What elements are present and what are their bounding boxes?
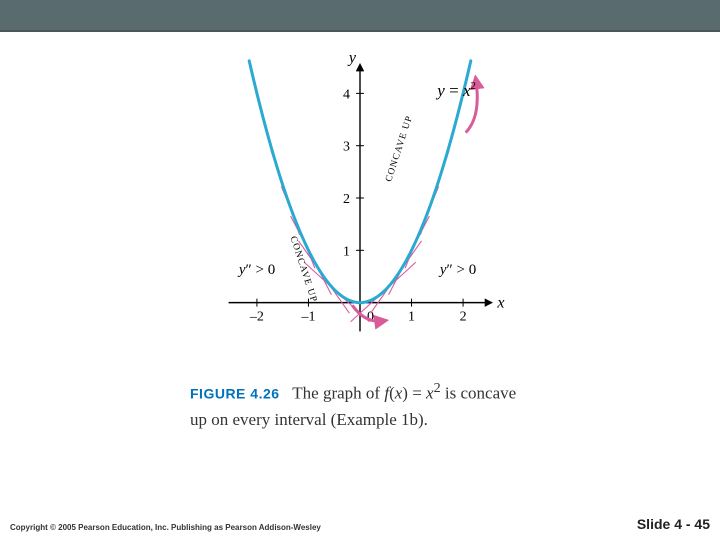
svg-text:–1: –1 xyxy=(300,310,315,325)
svg-text:2: 2 xyxy=(460,310,467,325)
svg-text:CONCAVE UP: CONCAVE UP xyxy=(288,235,319,304)
svg-text:1: 1 xyxy=(343,244,350,259)
slide-number: Slide 4 - 45 xyxy=(637,516,710,532)
figure-container: –2 –1 1 2 0 1 2 3 4 x y y = x2 CONCAVE UP CONCAVE UP y… xyxy=(190,50,530,433)
svg-text:x: x xyxy=(496,295,504,312)
figure-caption: FIGURE 4.26 The graph of f(x) = x2 is co… xyxy=(190,378,520,433)
footer: Copyright © 2005 Pearson Education, Inc.… xyxy=(10,516,710,532)
svg-text:0: 0 xyxy=(367,310,374,325)
concavity-chart: –2 –1 1 2 0 1 2 3 4 x y y = x2 CONCAVE UP CONCAVE UP y… xyxy=(190,50,510,360)
svg-text:y″ > 0: y″ > 0 xyxy=(438,262,476,278)
svg-text:3: 3 xyxy=(343,140,350,155)
svg-text:y = x2: y = x2 xyxy=(435,80,476,100)
svg-text:–2: –2 xyxy=(249,310,264,325)
svg-text:2: 2 xyxy=(343,192,350,207)
figure-label: FIGURE 4.26 xyxy=(190,386,280,402)
caption-text-before: The graph of xyxy=(292,384,384,403)
svg-text:y″ > 0: y″ > 0 xyxy=(237,262,275,278)
caption-formula: f xyxy=(384,384,389,403)
svg-text:1: 1 xyxy=(408,310,415,325)
copyright-text: Copyright © 2005 Pearson Education, Inc.… xyxy=(10,523,321,532)
svg-text:y: y xyxy=(347,50,357,67)
svg-text:CONCAVE UP: CONCAVE UP xyxy=(384,114,415,183)
svg-text:4: 4 xyxy=(343,87,350,102)
header-bar xyxy=(0,0,720,32)
